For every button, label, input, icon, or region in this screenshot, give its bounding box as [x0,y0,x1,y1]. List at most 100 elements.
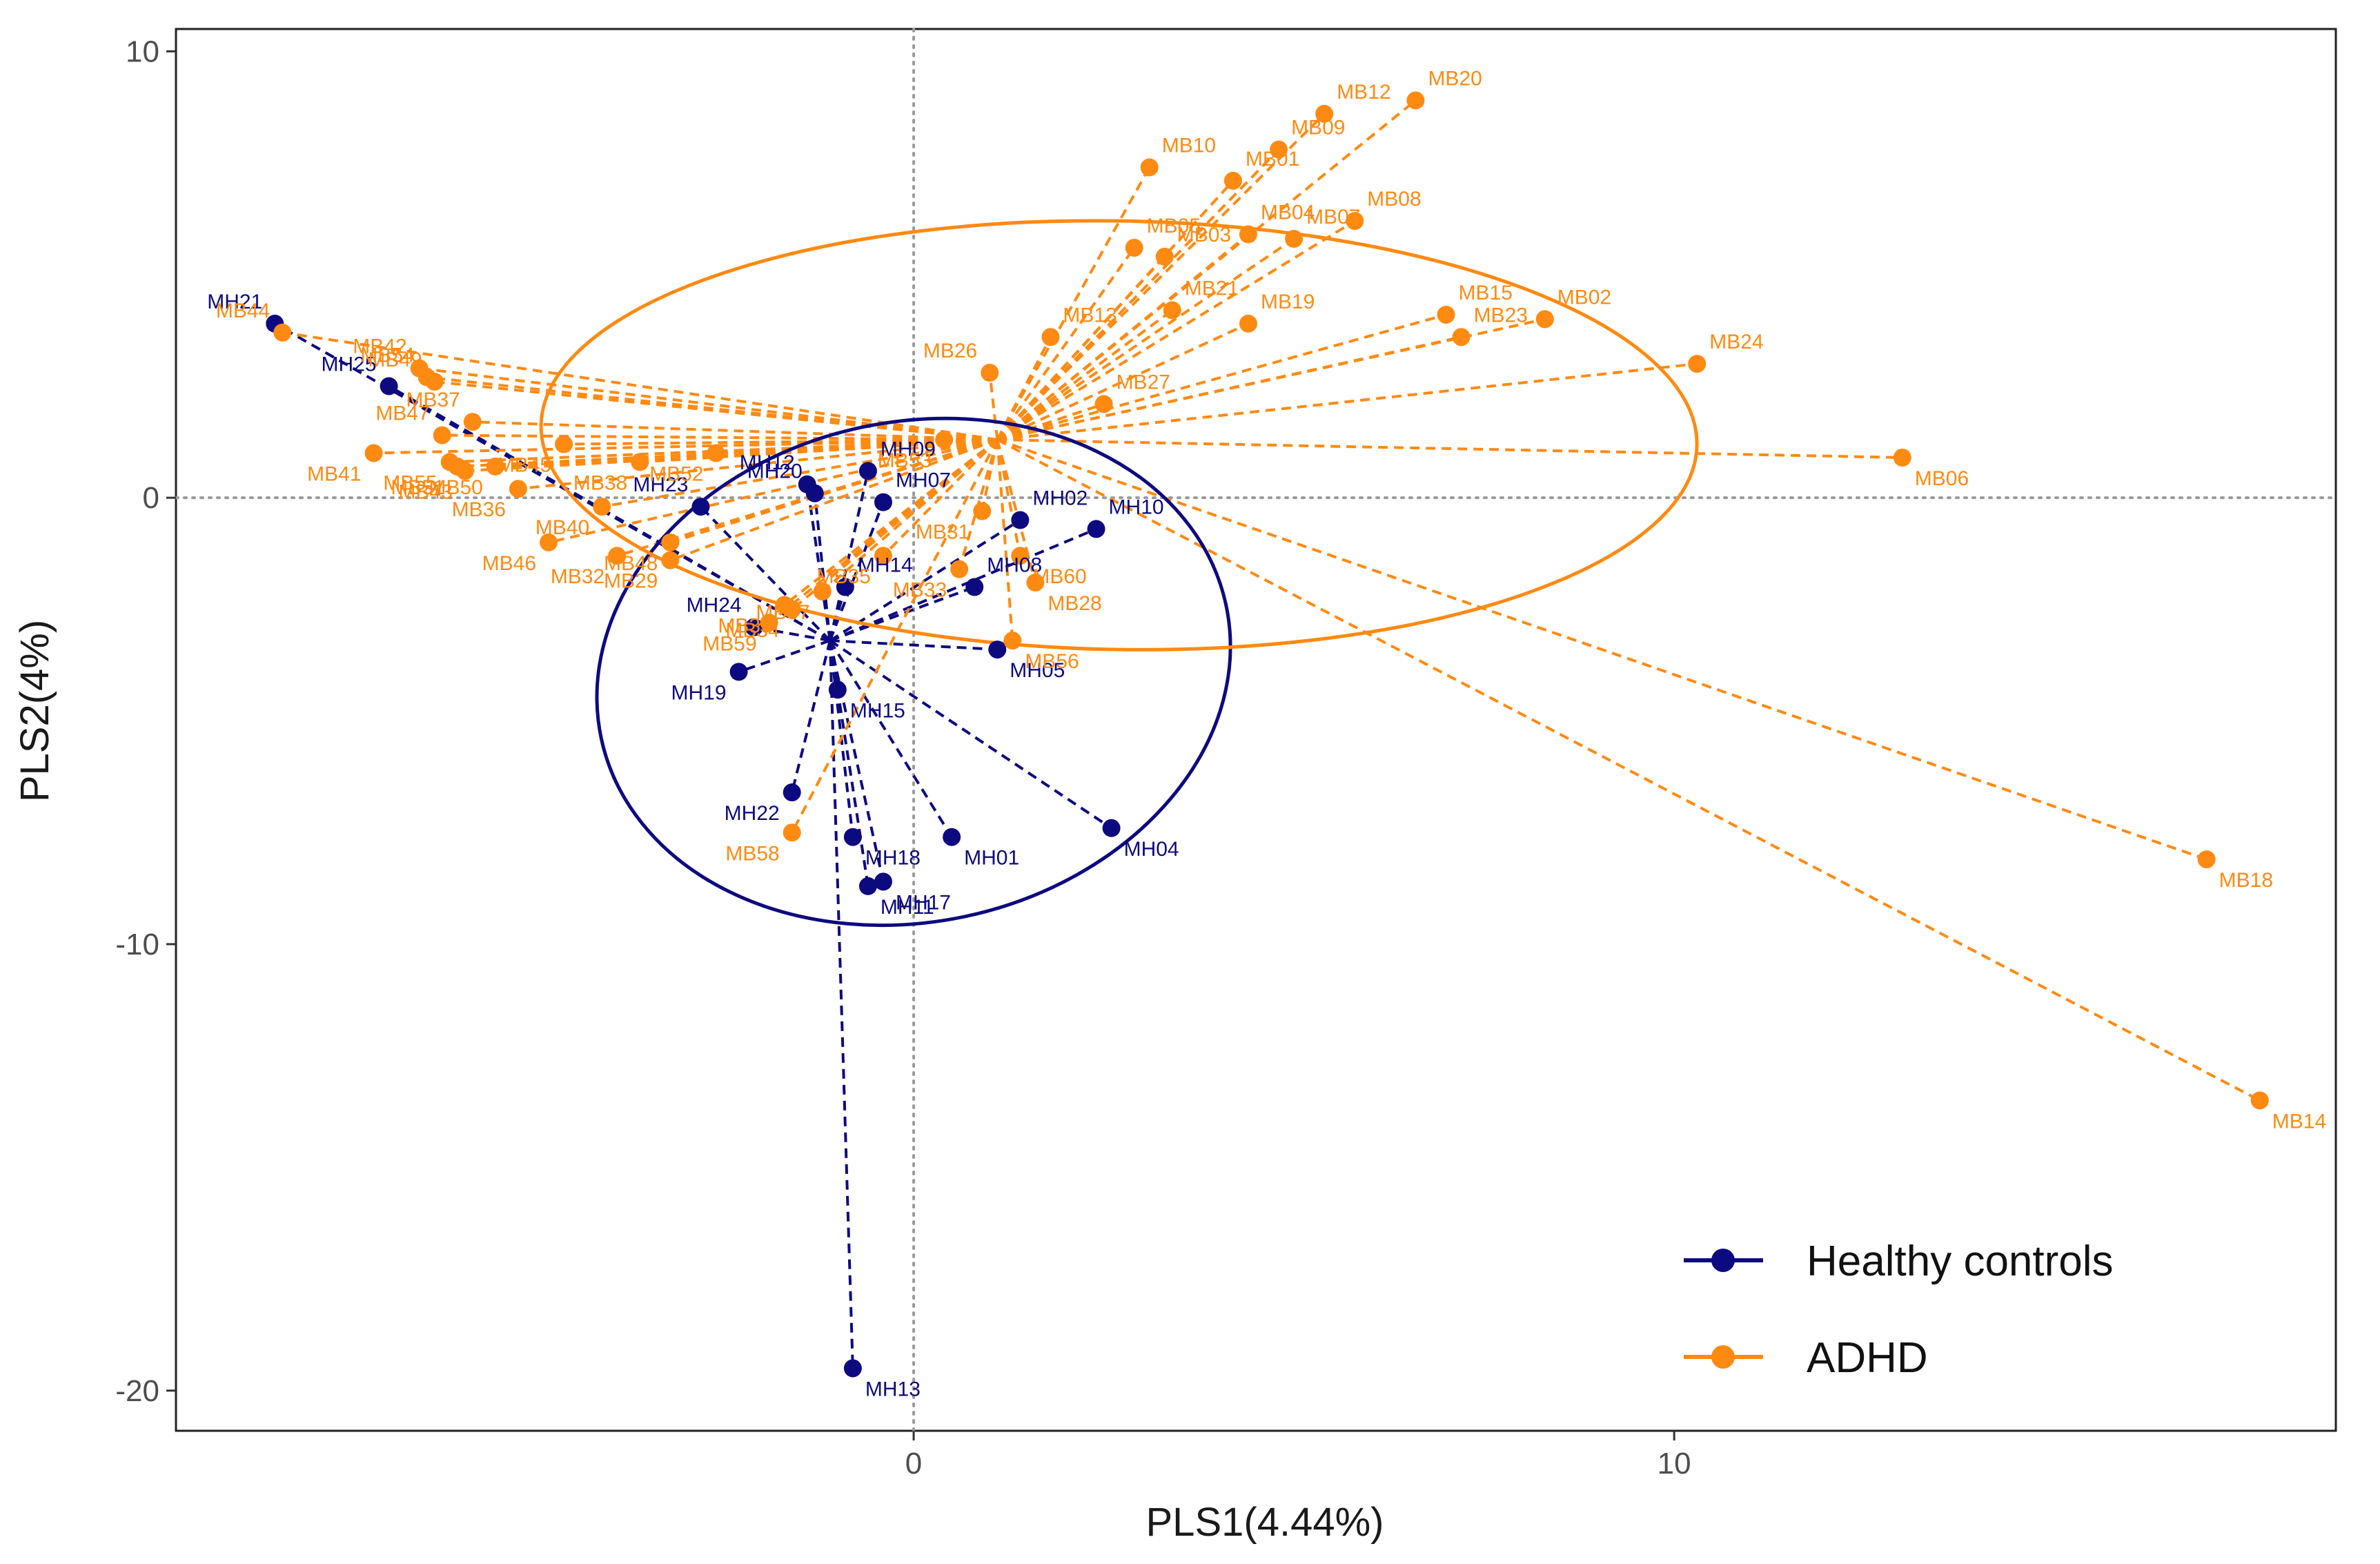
healthy-point-mh08 [965,578,984,596]
adhd-spider-line [882,438,999,557]
adhd-point-label: MB40 [535,516,589,539]
healthy-point-mh23 [691,498,710,516]
adhd-point-mb12 [1315,104,1334,123]
adhd-point-label: MB09 [1291,117,1345,139]
adhd-point-label: MB10 [1162,135,1216,157]
x-axis-title: PLS1(4.44%) [1146,1500,1384,1545]
healthy-spider-line [828,640,885,882]
adhd-point-mb03 [1155,247,1174,266]
healthy-spider-line [790,640,832,793]
healthy-point-label: MH20 [747,460,803,483]
adhd-spider-line [996,237,1295,441]
adhd-spider-line [996,438,2207,861]
adhd-point-label: MB13 [1063,304,1117,326]
healthy-point-label: MH05 [1010,659,1065,682]
adhd-point-mb28 [1026,574,1045,592]
adhd-point-mb52 [707,444,725,462]
adhd-point-mb04 [1239,225,1257,244]
healthy-confidence-ellipse [595,416,1232,928]
x-tick-label: 10 [1658,1447,1691,1480]
adhd-spider-line [996,313,1447,441]
adhd-point-mb31 [973,502,992,520]
adhd-point-mb27 [1094,395,1113,413]
adhd-point-mb26 [981,364,999,382]
adhd-spider-line [997,362,1698,442]
adhd-point-label: MB47 [375,402,429,425]
adhd-spider-line [996,246,1136,441]
adhd-point-mb20 [1406,91,1425,110]
adhd-spider-line [996,166,1151,441]
healthy-point-label: MH18 [865,847,921,870]
healthy-point-label: MH24 [687,594,742,617]
adhd-point-mb33 [950,560,969,578]
adhd-point-mb36 [509,480,527,498]
adhd-spider-line [996,439,1037,583]
healthy-point-mh05 [988,641,1007,659]
healthy-point-mh24 [745,618,763,636]
adhd-point-label: MB37 [406,389,460,411]
y-tick-label: 0 [143,481,159,515]
adhd-point-mb48 [661,533,680,551]
adhd-point-label: MB02 [1557,286,1611,309]
adhd-point-mb35 [874,547,892,565]
healthy-spider-line [829,518,1021,642]
legend: Healthy controls ADHD [1684,1238,2114,1382]
adhd-point-label: MB29 [604,570,658,593]
adhd-point-label: MB05 [1147,215,1201,237]
adhd-point-label: MB21 [1185,277,1239,300]
adhd-point-label: MB54 [360,344,414,367]
adhd-point-mb58 [783,823,801,842]
plot-panel [175,28,2337,1432]
adhd-point-label: MB32 [551,565,604,588]
healthy-spider-line [829,639,998,652]
healthy-point-label: MH14 [858,554,913,577]
healthy-point-mh14 [836,578,854,596]
adhd-point-label: MB34 [725,619,779,642]
healthy-point-label: MH01 [964,847,1019,870]
adhd-point-label: MB44 [216,300,270,322]
adhd-point-label: MB41 [307,462,361,485]
healthy-spider-line [829,585,975,643]
healthy-spider-line [738,639,831,674]
adhd-point-label: MB60 [1032,565,1086,588]
healthy-point-mh17 [874,872,892,891]
adhd-point-label: MB38 [573,471,627,494]
healthy-point-label: MH12 [740,451,795,474]
y-tick-label: -20 [115,1374,159,1408]
adhd-spider-line [988,372,999,440]
adhd-point-mb47 [433,426,451,444]
adhd-spider-line [282,331,998,442]
adhd-point-label: MB52 [649,462,703,485]
healthy-point-mh07 [874,493,892,511]
adhd-point-mb05 [1125,238,1143,257]
adhd-point-label: MB53 [878,449,932,472]
adhd-point-label: MB20 [1428,67,1482,90]
adhd-point-label: MB06 [1915,467,1969,490]
adhd-point-mb02 [1535,310,1554,329]
adhd-point-label: MB31 [916,521,970,544]
adhd-point-mb10 [1140,158,1159,177]
healthy-spider-line [829,640,953,838]
adhd-spider-line [472,420,998,442]
adhd-point-label: MB48 [604,552,658,575]
adhd-spider-line [821,438,999,593]
adhd-confidence-ellipse [539,219,1699,652]
healthy-point-label: MH07 [896,469,951,492]
adhd-point-label: MB14 [2272,1110,2326,1133]
healthy-point-mh11 [858,877,877,895]
healthy-point-mh20 [805,484,824,502]
adhd-point-mb60 [1011,547,1030,565]
adhd-point-mb46 [540,533,558,551]
adhd-point-label: MB50 [429,476,483,499]
adhd-point-label: MB18 [2219,869,2273,892]
adhd-point-mb14 [2250,1091,2269,1110]
healthy-spider-line [828,641,854,1369]
adhd-point-mb38 [631,453,649,471]
healthy-point-label: MH08 [987,554,1042,577]
adhd-point-label: MB49 [368,349,422,371]
healthy-point-mh04 [1102,819,1121,837]
adhd-point-label: MB01 [1246,148,1299,170]
adhd-point-label: MB12 [1337,81,1390,104]
healthy-point-mh22 [783,783,801,802]
